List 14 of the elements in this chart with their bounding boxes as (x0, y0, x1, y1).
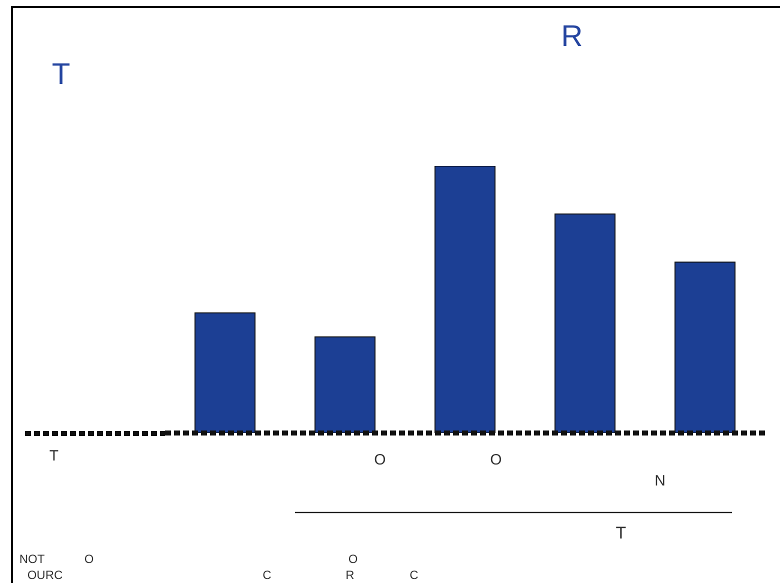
text: C (410, 568, 418, 582)
text: T (52, 58, 70, 91)
text: O (490, 452, 502, 468)
text: R (561, 20, 583, 53)
text: OURC (27, 568, 63, 582)
text: R (346, 568, 354, 582)
text: O (348, 552, 358, 566)
text: N (654, 472, 666, 490)
text: O (84, 552, 94, 566)
text: T (49, 448, 59, 464)
text: C (262, 568, 272, 582)
text: NOT (19, 552, 45, 566)
text: O (374, 452, 386, 468)
text: T (616, 524, 626, 542)
